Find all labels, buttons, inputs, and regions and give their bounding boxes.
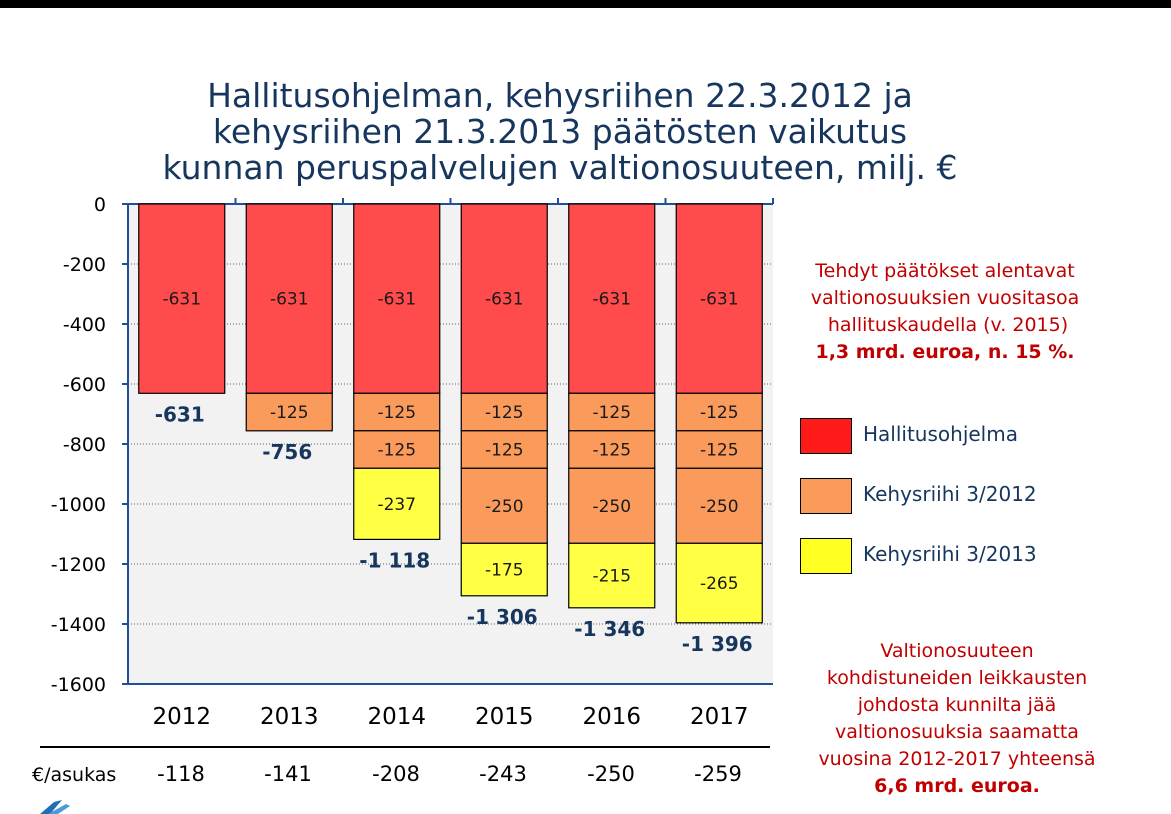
per-capita-value: -243	[479, 762, 527, 786]
bar-segment-kehysriihi_2012	[675, 430, 763, 469]
title-line: kunnan peruspalvelujen valtionosuuteen, …	[162, 148, 958, 187]
x-category-label: 2012	[152, 704, 211, 730]
note-top: Tehdyt päätökset alentavat valtionosuuks…	[770, 258, 1120, 366]
segment-value-label: -265	[700, 574, 739, 594]
note-bottom-line: johdosta kunnilta jää	[857, 694, 1057, 716]
segment-value-label: -215	[592, 567, 631, 587]
x-category-label: 2013	[260, 704, 319, 730]
bar-segment-kehysriihi_2012	[675, 392, 763, 432]
segment-value-label: -125	[377, 441, 416, 461]
note-bottom: Valtionosuuteen kohdistuneiden leikkaust…	[772, 638, 1142, 800]
note-bottom-line: kohdistuneiden leikkausten	[826, 667, 1088, 689]
y-tick-label: 0	[94, 194, 106, 216]
segment-value-label: -250	[700, 497, 739, 517]
total-value-label: -1 306	[467, 605, 538, 629]
total-value-label: -631	[155, 402, 205, 426]
per-capita-value: -259	[694, 762, 742, 786]
bar-segment-kehysriihi_2012	[568, 467, 656, 544]
y-tick-label: -1600	[51, 674, 106, 696]
total-value-label: -1 118	[359, 548, 430, 572]
y-tick-label: -1400	[51, 614, 106, 636]
legend-swatch-kehysriihi-2012	[800, 478, 852, 514]
top-bar	[0, 0, 1171, 8]
bar-segment-hallitusohjelma	[675, 203, 763, 394]
title-line: Hallitusohjelman, kehysriihen 22.3.2012 …	[207, 76, 913, 115]
segment-value-label: -175	[485, 561, 524, 581]
bar-segment-hallitusohjelma	[353, 203, 441, 394]
legend-swatch-hallitusohjelma	[800, 418, 852, 454]
per-capita-value: -141	[264, 762, 312, 786]
segment-value-label: -125	[592, 403, 631, 423]
legend-label: Kehysriihi 3/2012	[863, 482, 1037, 506]
note-top-line: Tehdyt päätökset alentavat	[815, 260, 1075, 282]
segment-value-label: -631	[592, 290, 631, 310]
title-line: kehysriihen 21.3.2013 päätösten vaikutus	[212, 112, 908, 151]
table-divider	[40, 746, 770, 748]
segment-value-label: -125	[700, 403, 739, 423]
note-bottom-line: valtionosuuksia saamatta	[835, 721, 1079, 743]
legend-item-kehysriihi-2012: Kehysriihi 3/2012	[800, 478, 1120, 516]
segment-value-label: -125	[485, 441, 524, 461]
per-capita-value: -208	[372, 762, 420, 786]
per-capita-value: -118	[157, 762, 205, 786]
bar-segment-hallitusohjelma	[568, 203, 656, 394]
segment-value-label: -631	[700, 290, 739, 310]
segment-value-label: -125	[270, 403, 309, 423]
note-bottom-line: Valtionosuuteen	[880, 640, 1034, 662]
logo-icon	[40, 800, 70, 814]
legend-label: Kehysriihi 3/2013	[863, 542, 1037, 566]
segment-value-label: -125	[377, 403, 416, 423]
x-category-label: 2016	[582, 704, 641, 730]
bar-segment-kehysriihi_2013	[460, 542, 548, 597]
y-tick-label: -200	[63, 254, 106, 276]
legend-swatch-kehysriihi-2013	[800, 538, 852, 574]
per-capita-label: €/asukas	[32, 764, 117, 786]
bar-segment-kehysriihi_2012	[460, 467, 548, 544]
x-category-label: 2015	[475, 704, 534, 730]
note-bottom-line: vuosina 2012-2017 yhteensä	[818, 748, 1096, 770]
segment-value-label: -631	[485, 290, 524, 310]
legend-item-hallitusohjelma: Hallitusohjelma	[800, 418, 1120, 456]
chart-title: Hallitusohjelman, kehysriihen 22.3.2012 …	[60, 78, 1060, 186]
total-value-label: -1 346	[574, 617, 645, 641]
bar-segment-kehysriihi_2012	[568, 392, 656, 432]
legend-item-kehysriihi-2013: Kehysriihi 3/2013	[800, 538, 1120, 576]
total-value-label: -756	[262, 440, 312, 464]
bar-segment-kehysriihi_2012	[245, 392, 333, 432]
total-value-label: -1 396	[682, 632, 753, 656]
segment-value-label: -237	[377, 495, 416, 515]
segment-value-label: -631	[270, 290, 309, 310]
segment-value-label: -250	[592, 497, 631, 517]
per-capita-value: -250	[587, 762, 635, 786]
bar-segment-kehysriihi_2013	[675, 542, 763, 624]
bar-segment-hallitusohjelma	[460, 203, 548, 394]
segment-value-label: -250	[485, 497, 524, 517]
note-top-line: hallituskaudella (v. 2015)	[821, 314, 1069, 336]
segment-value-label: -125	[485, 403, 524, 423]
segment-value-label: -631	[377, 290, 416, 310]
y-tick-label: -400	[63, 314, 106, 336]
y-tick-label: -800	[63, 434, 106, 456]
bar-segment-kehysriihi_2012	[675, 467, 763, 544]
x-category-label: 2017	[690, 704, 749, 730]
segment-value-label: -631	[162, 290, 201, 310]
bar-segment-kehysriihi_2012	[353, 392, 441, 432]
y-tick-label: -1200	[51, 554, 106, 576]
y-tick-label: -600	[63, 374, 106, 396]
note-bottom-highlight: 6,6 mrd. euroa.	[874, 775, 1040, 797]
bar-segment-hallitusohjelma	[138, 203, 226, 394]
bar-segment-kehysriihi_2012	[568, 430, 656, 469]
bar-segment-kehysriihi_2013	[353, 467, 441, 540]
bar-segment-kehysriihi_2013	[568, 542, 656, 609]
x-category-label: 2014	[367, 704, 426, 730]
y-tick-label: -1000	[51, 494, 106, 516]
segment-value-label: -125	[700, 441, 739, 461]
stacked-bar-chart: 0 -200 -400 -600 -800 -1000 -1200 -1400 -1600 -63…	[51, 194, 774, 730]
note-top-highlight: 1,3 mrd. euroa, n. 15 %.	[815, 341, 1075, 363]
legend-label: Hallitusohjelma	[863, 422, 1018, 446]
note-top-line: valtionosuuksien vuositasoa	[810, 287, 1080, 309]
segment-value-label: -125	[592, 441, 631, 461]
